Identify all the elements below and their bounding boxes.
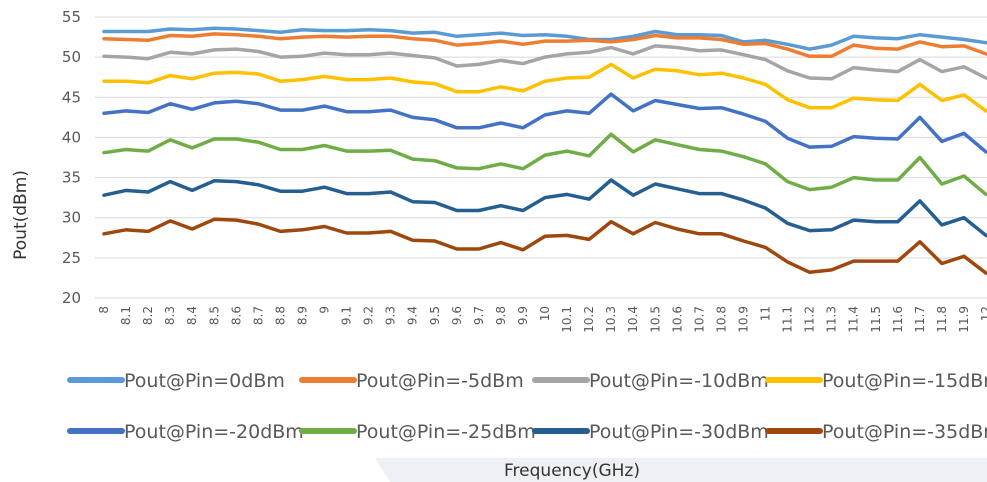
series-line xyxy=(102,217,987,275)
x-tick-label: 10.7 xyxy=(692,306,706,333)
x-tick-label: 8.9 xyxy=(295,306,309,325)
y-tick-label: 20 xyxy=(62,289,81,307)
x-tick-label: 10.3 xyxy=(604,306,618,333)
x-tick-label: 11.7 xyxy=(913,306,927,333)
y-tick-label: 35 xyxy=(62,169,81,187)
y-tick-label: 55 xyxy=(62,8,81,26)
x-tick-label: 8.5 xyxy=(207,306,221,325)
legend-label: Pout@Pin=-30dBm xyxy=(589,421,769,443)
footer-band xyxy=(375,458,987,482)
x-tick-label: 9.5 xyxy=(428,306,442,325)
y-tick-label: 30 xyxy=(62,209,81,227)
y-axis-title: Pout(dBm) xyxy=(11,170,31,260)
legend-label: Pout@Pin=-35dBm xyxy=(822,421,987,443)
x-tick-label: 9.3 xyxy=(384,306,398,325)
x-tick-label: 10 xyxy=(538,306,552,321)
x-tick-label: 9.1 xyxy=(340,306,354,325)
x-tick-label: 9 xyxy=(318,306,332,314)
x-tick-label: 8.4 xyxy=(185,306,199,325)
legend-label: Pout@Pin=0dBm xyxy=(124,370,285,392)
x-tick-label: 10.8 xyxy=(714,306,728,333)
x-tick-label: 9.6 xyxy=(450,306,464,325)
y-tick-label: 45 xyxy=(62,88,81,106)
series-line xyxy=(102,178,987,238)
legend-label: Pout@Pin=-5dBm xyxy=(356,370,524,392)
series-lines xyxy=(102,26,987,275)
x-tick-label: 9.2 xyxy=(362,306,376,325)
x-tick-label: 11.5 xyxy=(869,306,883,333)
x-tick-label: 8.7 xyxy=(251,306,265,325)
series-line xyxy=(102,26,987,51)
x-tick-label: 11.3 xyxy=(825,306,839,333)
x-axis-title: Frequency(GHz) xyxy=(504,461,640,481)
x-tick-label: 9.8 xyxy=(494,306,508,325)
x-tick-label: 12 xyxy=(979,306,987,321)
x-tick-label: 10.2 xyxy=(582,306,596,333)
gridlines xyxy=(95,16,987,299)
x-tick-label: 11.8 xyxy=(935,306,949,333)
series-line xyxy=(102,32,987,59)
series-line xyxy=(102,44,987,81)
y-tick-label: 25 xyxy=(62,249,81,267)
x-tick-label: 11 xyxy=(759,306,773,321)
legend: Pout@Pin=0dBm Pout@Pin=-5dBm Pout@Pin=-10d… xyxy=(67,370,987,443)
y-tick-label: 40 xyxy=(62,128,81,146)
series-line xyxy=(102,132,987,197)
x-tick-label: 9.4 xyxy=(406,306,420,325)
x-tick-label: 10.9 xyxy=(736,306,750,333)
x-tick-label: 8.6 xyxy=(229,306,243,325)
y-tick-label: 50 xyxy=(62,48,81,66)
x-tick-label: 8 xyxy=(97,306,111,314)
legend-label: Pout@Pin=-10dBm xyxy=(589,370,769,392)
x-tick-label: 9.7 xyxy=(472,306,486,325)
x-tick-label: 10.4 xyxy=(626,306,640,333)
series-line xyxy=(102,92,987,154)
x-tick-label: 8.3 xyxy=(163,306,177,325)
x-tick-label: 11.6 xyxy=(891,306,905,333)
series-line xyxy=(102,62,987,113)
legend-label: Pout@Pin=-15dBm xyxy=(822,370,987,392)
legend-label: Pout@Pin=-25dBm xyxy=(356,421,536,443)
x-tick-label: 8.2 xyxy=(141,306,155,325)
y-axis-ticks: 20 25 30 35 40 45 50 55 xyxy=(62,8,81,307)
x-tick-label: 11.2 xyxy=(803,306,817,333)
x-tick-label: 8.1 xyxy=(119,306,133,325)
x-axis-ticks: 8 8.1 8.2 8.3 8.4 8.5 8.6 8.7 8.8 8.9 9 9.1 9.2 9.3 9.… xyxy=(97,306,987,333)
x-tick-label: 9.9 xyxy=(516,306,530,325)
x-tick-label: 10.6 xyxy=(670,306,684,333)
legend-label: Pout@Pin=-20dBm xyxy=(124,421,304,443)
x-tick-label: 11.9 xyxy=(957,306,971,333)
x-tick-label: 10.1 xyxy=(560,306,574,333)
x-tick-label: 8.8 xyxy=(273,306,287,325)
x-tick-label: 11.1 xyxy=(781,306,795,333)
x-tick-label: 10.5 xyxy=(648,306,662,333)
x-tick-label: 11.4 xyxy=(847,306,861,333)
